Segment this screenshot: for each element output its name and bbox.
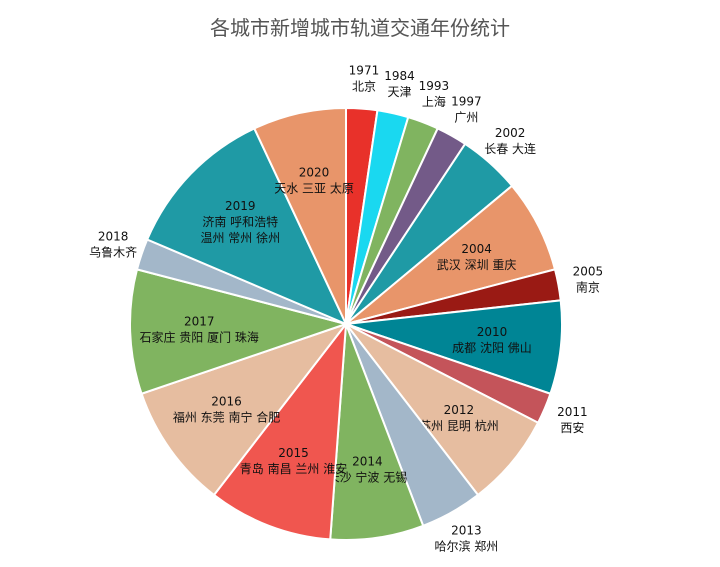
slice-cities: 石家庄 贵阳 厦门 珠海 (139, 329, 258, 344)
slice-cities: 福州 东莞 南宁 合肥 (173, 409, 280, 424)
pie-slice-2017 (129, 268, 350, 396)
slice-cities: 广州 (454, 110, 478, 124)
slice-year: 2005 (573, 264, 604, 278)
slice-cities: 南京 (576, 279, 600, 294)
slice-year: 1993 (419, 79, 450, 93)
slice-year: 2019 (225, 199, 256, 213)
slice-label-2013: 2013 哈尔滨 郑州 (434, 524, 498, 554)
slice-label-2002: 2002 长春 大连 (484, 126, 536, 156)
slice-label-1971: 1971 北京 (349, 64, 380, 94)
slice-label-2015: 2015 青岛 南昌 兰州 淮安 (240, 446, 347, 476)
slice-label-2005: 2005 南京 (573, 264, 604, 294)
slice-label-2020: 2020 天水 三亚 太原 (274, 166, 354, 196)
slice-label-1997: 1997 广州 (451, 94, 482, 124)
slice-cities: 北京 (352, 80, 376, 94)
slice-year: 1971 (349, 64, 380, 78)
slice-cities: 武汉 深圳 重庆 (437, 258, 517, 272)
slice-cities: 济南 呼和浩特 (202, 214, 278, 229)
slice-cities: 天水 三亚 太原 (274, 181, 354, 196)
slice-year: 2020 (299, 166, 330, 180)
slice-label-2019: 2019 济南 呼和浩特温州 常州 徐州 (200, 199, 280, 245)
pie-slice-2020 (252, 106, 347, 325)
slice-label-2014: 2014 长沙 宁波 无锡 (328, 454, 408, 484)
slice-cities: 成都 沈阳 佛山 (452, 340, 532, 355)
slice-year: 2011 (557, 405, 588, 419)
slice-year: 2002 (495, 126, 526, 140)
slice-year: 2018 (98, 230, 129, 244)
slice-cities: 长沙 宁波 无锡 (328, 469, 408, 484)
slice-cities: 西安 (560, 420, 584, 435)
slice-label-2004: 2004 武汉 深圳 重庆 (437, 242, 517, 272)
slice-cities: 哈尔滨 郑州 (434, 539, 498, 554)
slice-label-2011: 2011 西安 (557, 405, 588, 435)
slice-cities: 温州 常州 徐州 (200, 230, 280, 245)
slice-year: 2016 (211, 394, 242, 408)
chart-title: 各城市新增城市轨道交通年份统计 (210, 16, 510, 40)
pie-slice-2015 (212, 320, 348, 541)
slice-year: 1997 (451, 94, 482, 108)
slice-year: 2013 (451, 524, 482, 538)
slice-cities: 长春 大连 (484, 141, 536, 156)
slice-label-2012: 2012 苏州 昆明 杭州 (419, 403, 499, 433)
slice-year: 1984 (384, 69, 415, 83)
slice-label-2018: 2018 乌鲁木齐 (89, 230, 137, 260)
slice-year: 2012 (444, 403, 475, 417)
pie-slice-2019 (145, 127, 349, 326)
slice-year: 2014 (352, 454, 383, 468)
slice-label-1984: 1984 天津 (384, 69, 415, 99)
slice-cities: 上海 (422, 94, 446, 109)
slice-label-2016: 2016 福州 东莞 南宁 合肥 (173, 394, 280, 424)
slice-label-2017: 2017 石家庄 贵阳 厦门 珠海 (139, 314, 258, 344)
pie-slice-2016 (140, 321, 349, 497)
slice-year: 2004 (461, 242, 492, 256)
slice-cities: 天津 (387, 85, 411, 99)
slice-year: 2017 (184, 314, 215, 328)
slice-cities: 苏州 昆明 杭州 (419, 418, 499, 433)
slice-cities: 青岛 南昌 兰州 淮安 (240, 461, 347, 476)
slice-year: 2015 (278, 446, 309, 460)
slice-cities: 乌鲁木齐 (89, 245, 137, 260)
slice-year: 2010 (477, 325, 508, 339)
slice-label-2010: 2010 成都 沈阳 佛山 (452, 325, 532, 355)
slice-label-1993: 1993 上海 (419, 79, 450, 109)
